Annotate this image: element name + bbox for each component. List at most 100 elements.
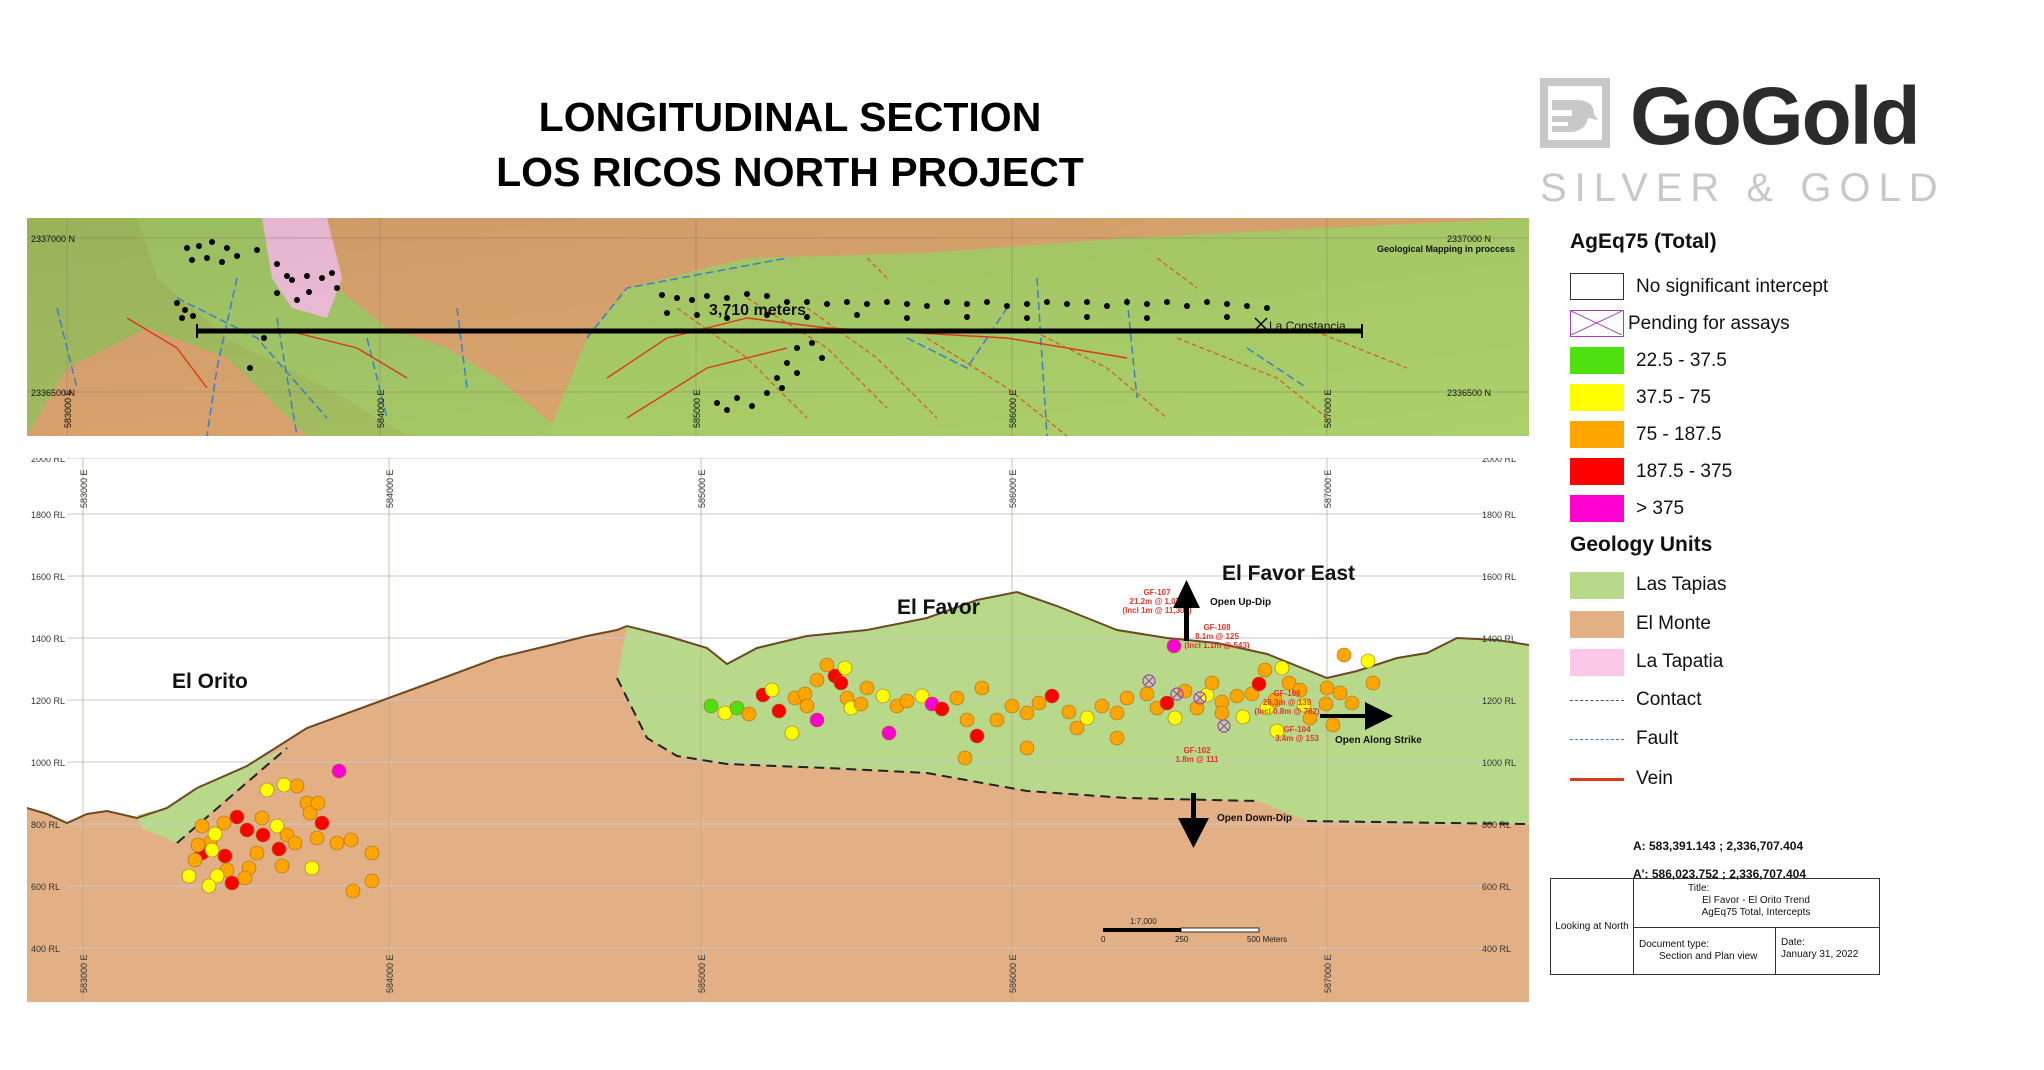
section-coordinates: A: 583,391.143 ; 2,336,707.404 A': 586,0… xyxy=(1633,832,1806,888)
rl-label-right-1400: 1400 RL xyxy=(1482,634,1516,644)
swatch-red xyxy=(1570,458,1624,485)
easting-bottom-586000: 586000 E xyxy=(1008,954,1018,993)
place-label-la-constancia: La Constancia xyxy=(1269,319,1346,333)
rl-label-right-400: 400 RL xyxy=(1482,944,1511,954)
legend-item-contact: Contact xyxy=(1570,681,2030,719)
coord-a-prime: A': 586,023.752 ; 2,336,707.404 xyxy=(1633,867,1806,881)
legend-item-no-intercept: No significant intercept xyxy=(1570,268,2030,305)
title-line-1: LONGITUDINAL SECTION xyxy=(538,94,1042,140)
view-direction: Looking at North xyxy=(1551,879,1634,974)
northing-label-right-2336500: 2336500 N xyxy=(1447,388,1491,398)
title-block-title: Title: El Favor - El Orito Trend AgEq75 … xyxy=(1633,879,1879,928)
rl-label-right-600: 600 RL xyxy=(1482,882,1511,892)
easting-bottom-587000: 587000 E xyxy=(1323,954,1333,993)
legend-item-vein: Vein xyxy=(1570,759,2030,799)
longitudinal-section: 2000 RL 1800 RL 1600 RL 1400 RL 1200 RL … xyxy=(27,458,1529,1002)
pending-cross-icon xyxy=(1570,310,1624,337)
scale-bar: 1:7,000 0 250 500 Meters xyxy=(1101,917,1287,944)
eagle-icon xyxy=(1540,78,1610,148)
legend-item-37-75: 37.5 - 75 xyxy=(1570,379,2030,416)
callout-gf107-line2: (Incl 1m @ 11,307) xyxy=(1122,606,1192,615)
title-line-2: LOS RICOS NORTH PROJECT xyxy=(496,149,1084,195)
legend-assay-title: AgEq75 (Total) xyxy=(1570,230,1717,253)
rl-label-right-800: 800 RL xyxy=(1482,820,1511,830)
contact-line-icon xyxy=(1570,699,1624,701)
rl-label-1600: 1600 RL xyxy=(31,572,65,582)
coord-a: A: 583,391.143 ; 2,336,707.404 xyxy=(1633,839,1804,853)
rl-label-right-1600: 1600 RL xyxy=(1482,572,1516,582)
callout-gf104-hole: GF-104 xyxy=(1283,725,1311,734)
easting-bottom-583000: 583000 E xyxy=(79,954,89,993)
northing-label-2336500: 2336500 N xyxy=(31,388,75,398)
svg-text:250: 250 xyxy=(1175,935,1189,944)
logo-wordmark: GoGold xyxy=(1630,71,1921,162)
title-block: Looking at North Title: El Favor - El Or… xyxy=(1550,878,1880,975)
rl-label-1000: 1000 RL xyxy=(31,758,65,768)
mine-icon xyxy=(1254,317,1268,331)
swatch-green xyxy=(1570,347,1624,374)
arrow-along-strike-icon xyxy=(1320,702,1393,730)
rl-label-right-1200: 1200 RL xyxy=(1482,696,1516,706)
arrow-up-dip-icon xyxy=(1173,580,1200,641)
callout-gf106-hole: GF-106 xyxy=(1273,689,1301,698)
fault-line-icon xyxy=(1570,738,1624,740)
callout-gf106-line1: 26.3m @ 139 xyxy=(1263,698,1312,707)
legend-geology-title: Geology Units xyxy=(1570,533,1713,556)
legend-item-fault: Fault xyxy=(1570,719,2030,759)
rl-label-600: 600 RL xyxy=(31,882,60,892)
rl-label-2000: 2000 RL xyxy=(31,458,65,464)
easting-top-587000: 587000 E xyxy=(1323,469,1333,508)
legend-item-gt-375: > 375 xyxy=(1570,490,2030,527)
callout-gf108-hole: GF-108 xyxy=(1203,623,1231,632)
rl-label-1200: 1200 RL xyxy=(31,696,65,706)
plan-view-map: 2337000 N 2336500 N 2337000 N 2336500 N … xyxy=(27,218,1529,436)
rl-label-400: 400 RL xyxy=(31,944,60,954)
easting-label-585000: 585000 E xyxy=(692,389,702,428)
svg-text:0: 0 xyxy=(1101,935,1106,944)
easting-bottom-584000: 584000 E xyxy=(385,954,395,993)
northing-label-right-2337000: 2337000 N xyxy=(1447,234,1491,244)
legend-item-pending: Pending for assays xyxy=(1570,305,2030,342)
zone-label-el-orito: El Orito xyxy=(172,670,248,693)
callout-gf102-line1: 1.8m @ 111 xyxy=(1176,755,1219,764)
zone-label-el-favor: El Favor xyxy=(897,596,980,619)
northing-label-2337000: 2337000 N xyxy=(31,234,75,244)
legend-item-75-187: 75 - 187.5 xyxy=(1570,416,2030,453)
callout-gf107-line1: 21.2m @ 1,079 xyxy=(1130,597,1186,606)
swatch-magenta xyxy=(1570,495,1624,522)
title-block-date: Date: January 31, 2022 xyxy=(1781,937,1859,960)
callout-gf108-line2: (Incl 1.1m @ 543) xyxy=(1184,641,1249,650)
swatch-no-intercept xyxy=(1570,273,1624,300)
distance-label: 3,710 meters xyxy=(709,302,806,319)
easting-top-586000: 586000 E xyxy=(1008,469,1018,508)
easting-label-583000: 583000 E xyxy=(63,389,73,428)
logo-tagline: SILVER & GOLD xyxy=(1540,166,1946,210)
zone-label-el-favor-east: El Favor East xyxy=(1222,562,1355,585)
vein-line-icon xyxy=(1570,777,1624,781)
easting-top-583000: 583000 E xyxy=(79,469,89,508)
legend-item-la-tapatia: La Tapatia xyxy=(1570,643,2030,681)
arrow-down-dip-icon xyxy=(1178,793,1209,848)
swatch-el-monte xyxy=(1570,610,1624,638)
rl-label-800: 800 RL xyxy=(31,820,60,830)
legend-item-el-monte: El Monte xyxy=(1570,605,2030,643)
rl-label-1400: 1400 RL xyxy=(31,634,65,644)
easting-label-586000: 586000 E xyxy=(1008,389,1018,428)
callout-gf108-line1: 8.1m @ 125 xyxy=(1195,632,1239,641)
easting-top-584000: 584000 E xyxy=(385,469,395,508)
rl-label-right-1800: 1800 RL xyxy=(1482,510,1516,520)
legend-item-187-375: 187.5 - 375 xyxy=(1570,453,2030,490)
legend-item-las-tapias: Las Tapias xyxy=(1570,565,2030,605)
swatch-orange xyxy=(1570,421,1624,448)
svg-text:1:7,000: 1:7,000 xyxy=(1130,917,1157,926)
callout-gf107-hole: GF-107 xyxy=(1143,588,1171,597)
rl-label-right-2000: 2000 RL xyxy=(1482,458,1516,464)
legend-item-22-37: 22.5 - 37.5 xyxy=(1570,342,2030,379)
swatch-la-tapatia xyxy=(1570,648,1624,676)
label-open-along-strike: Open Along Strike xyxy=(1335,735,1422,746)
legend: AgEq75 (Total) No significant intercept … xyxy=(1570,230,2030,799)
gogold-logo: GoGold SILVER & GOLD xyxy=(1540,71,1960,210)
page-title: LONGITUDINAL SECTION LOS RICOS NORTH PRO… xyxy=(480,90,1100,200)
mapping-note: Geological Mapping in proccess xyxy=(1377,244,1515,254)
easting-top-585000: 585000 E xyxy=(697,469,707,508)
